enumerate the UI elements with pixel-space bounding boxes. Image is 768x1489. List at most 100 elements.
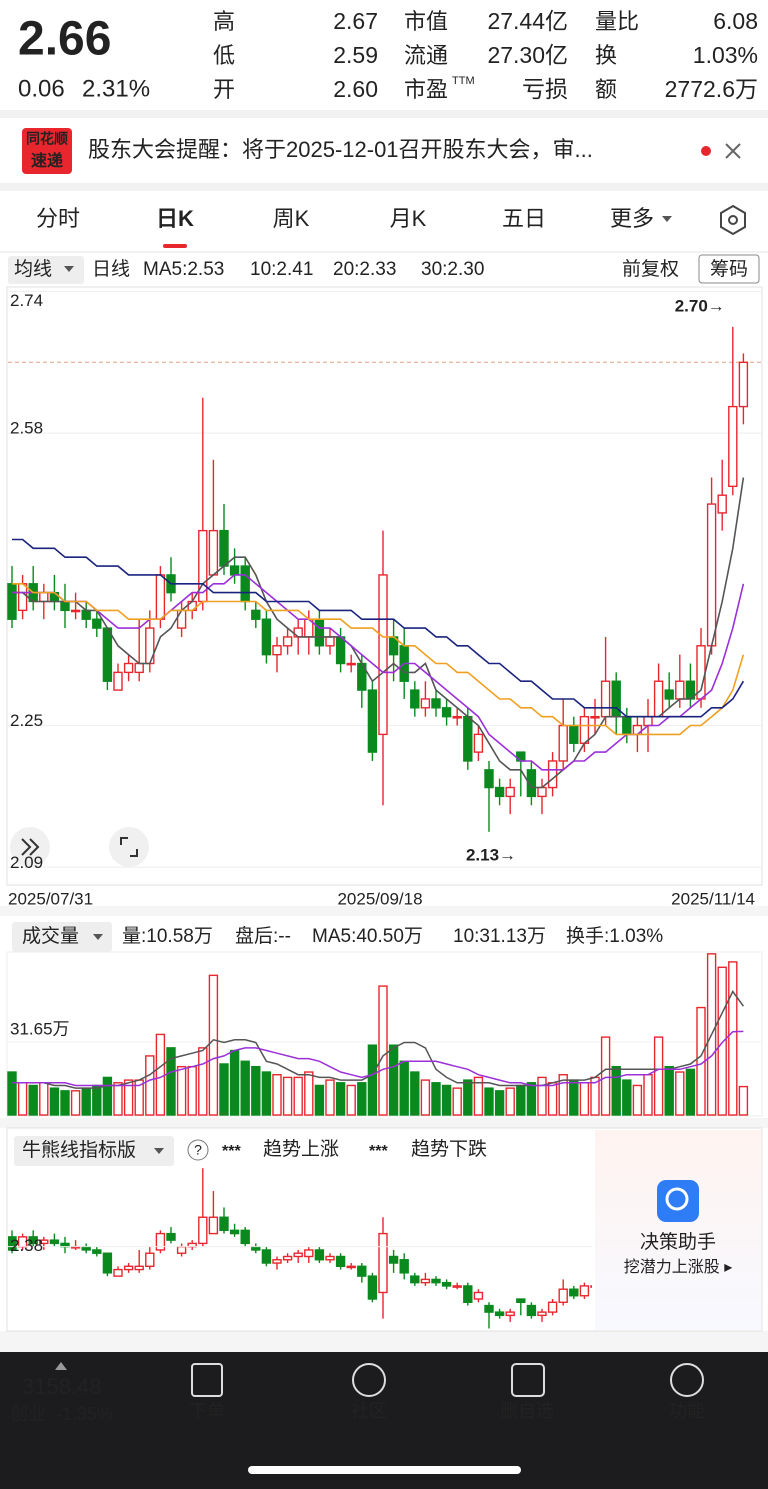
volume-bar: [611, 1065, 621, 1116]
volume-bar: [187, 1065, 197, 1116]
adjust[interactable]: 前复权: [622, 258, 679, 280]
candle-body: [547, 760, 558, 789]
unread-dot: [701, 146, 711, 156]
y-tick-label: 2.58: [10, 419, 43, 438]
nav-label[interactable]: 功能: [669, 1401, 705, 1421]
legend-label: 趋势下跌: [411, 1138, 487, 1160]
dropdown-arrow: [662, 216, 672, 222]
stat-label: 市盈: [404, 77, 448, 102]
period: 日线: [92, 258, 130, 280]
stat-value: 27.44亿: [487, 8, 568, 34]
tab[interactable]: 更多: [610, 206, 654, 231]
change-pct: 2.31%: [82, 75, 150, 102]
volume-bar: [622, 1079, 632, 1116]
candle-body: [664, 689, 674, 700]
nav-label[interactable]: 下单: [189, 1401, 225, 1421]
volume-bar: [219, 1063, 229, 1116]
indicator-candle-body: [325, 1255, 335, 1261]
volume-ma-line: [12, 1030, 744, 1087]
volume-stat: MA5:40.50万: [312, 926, 423, 947]
candle-body: [261, 618, 272, 656]
indicator-button-label[interactable]: 牛熊线指标版: [22, 1139, 136, 1161]
candle-body: [123, 662, 134, 674]
indicator-button[interactable]: [14, 1136, 174, 1166]
ad-icon-glyph: [665, 1187, 689, 1211]
volume-button-label[interactable]: 成交量: [22, 925, 79, 947]
indicator-candle-body: [304, 1249, 314, 1258]
volume-bar: [229, 1049, 240, 1116]
close-icon[interactable]: [725, 143, 741, 159]
volume-bar: [643, 1074, 653, 1116]
dropdown-arrow: [154, 1148, 164, 1154]
indicator-candle-body: [219, 1216, 229, 1232]
stat-label: 高: [213, 9, 235, 34]
volume-button[interactable]: [12, 922, 112, 952]
news-text[interactable]: 股东大会提醒：将于2025-12-01召开股东大会，审...: [88, 137, 593, 162]
separator: [0, 183, 768, 191]
indicator-candle-body: [282, 1255, 293, 1261]
ad-subtitle[interactable]: 挖潜力上涨股 ▸: [624, 1258, 732, 1276]
volume-bar: [28, 1084, 38, 1116]
chips-button[interactable]: [698, 254, 760, 284]
indicator-candle-body: [293, 1252, 303, 1258]
stat-label: 流通: [404, 43, 448, 68]
volume-stat: 换手:1.03%: [566, 925, 663, 947]
indicator-candle-body: [367, 1275, 378, 1300]
nav-icon[interactable]: [352, 1363, 386, 1397]
volume-stat: 盘后:--: [235, 925, 291, 947]
candle-body: [505, 786, 515, 798]
stat-label: 开: [213, 77, 235, 102]
volume-bar: [282, 1076, 293, 1116]
y-tick-label: 31.65万: [10, 1019, 70, 1038]
nav-icon[interactable]: [191, 1363, 223, 1397]
tab[interactable]: 日K: [156, 206, 194, 231]
volume-bar: [17, 1082, 28, 1116]
volume-bar: [537, 1076, 547, 1116]
badge-bottom: 速递: [31, 151, 63, 170]
candle-body: [431, 698, 441, 709]
candle-body: [484, 769, 494, 789]
index-arrow: [55, 1362, 67, 1370]
chips[interactable]: 筹码: [710, 258, 748, 280]
change: 0.06: [18, 75, 65, 102]
candle-body: [39, 591, 49, 603]
indicator-candle-body: [537, 1311, 547, 1317]
indicator-candle-body: [261, 1249, 272, 1264]
candle-body: [251, 609, 261, 620]
stat-label: 市值: [404, 9, 448, 34]
help-icon[interactable]: [187, 1139, 209, 1161]
indicator-candle-body: [198, 1216, 208, 1245]
separator: [0, 110, 768, 118]
volume-stat: 量:10.58万: [122, 926, 213, 947]
ad-panel[interactable]: [595, 1130, 761, 1330]
nav-icon[interactable]: [511, 1363, 545, 1397]
tab[interactable]: 月K: [390, 206, 427, 231]
indicator-candle-body: [378, 1232, 388, 1294]
candle-body: [208, 529, 219, 576]
nav-icon[interactable]: [670, 1363, 704, 1397]
y-tick-label: 2.25: [10, 711, 43, 730]
candle-body: [579, 715, 590, 744]
settings-icon[interactable]: [720, 204, 746, 236]
stat-label: 换: [595, 43, 617, 68]
tab[interactable]: 五日: [502, 206, 546, 231]
nav-label[interactable]: 删自选: [500, 1401, 554, 1421]
tab[interactable]: 周K: [273, 206, 310, 231]
volume-bar: [81, 1087, 91, 1116]
nav-label[interactable]: 社区: [351, 1401, 387, 1421]
volume-bar: [399, 1060, 409, 1116]
ma-button-label[interactable]: 均线: [14, 258, 52, 280]
candle-body: [325, 636, 335, 647]
ad-title[interactable]: 决策助手: [640, 1231, 716, 1253]
candle-body: [717, 494, 727, 514]
volume-bar: [39, 1082, 49, 1116]
stat-value: 2.59: [333, 42, 378, 68]
expand-button[interactable]: [109, 827, 149, 867]
volume-bar: [7, 1071, 17, 1116]
tab[interactable]: 分时: [36, 206, 80, 231]
ma-button[interactable]: [8, 256, 84, 284]
volume-bar: [314, 1084, 325, 1116]
volume-bar: [304, 1071, 314, 1116]
volume-bar: [632, 1084, 643, 1116]
